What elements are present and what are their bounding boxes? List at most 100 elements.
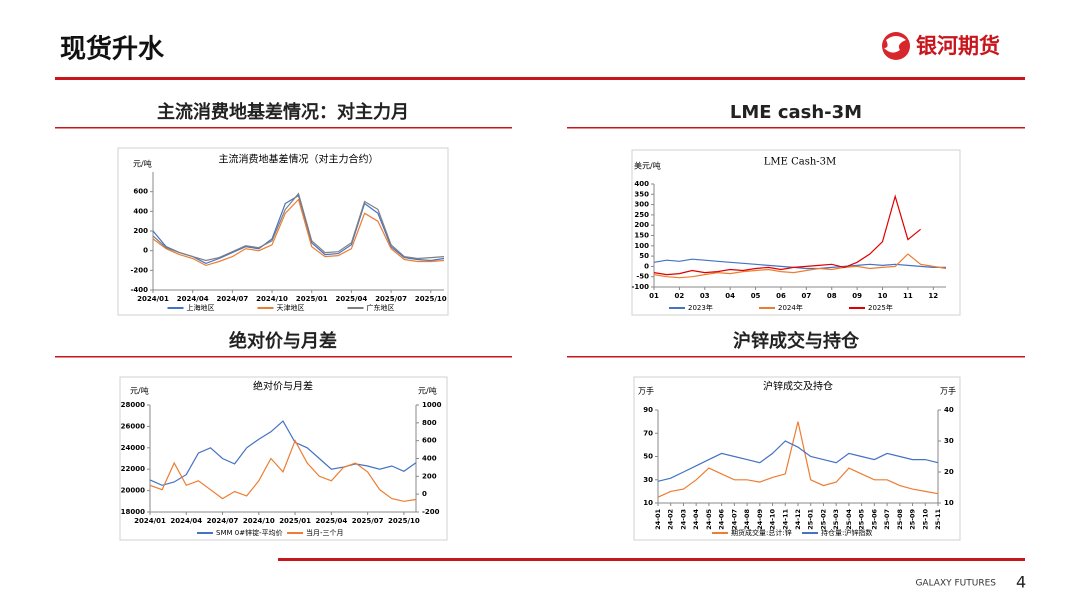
y2-tick-label: 1000 <box>422 401 442 409</box>
y-tick-label: 30 <box>643 476 653 484</box>
x-tick-label: 2024/10 <box>243 517 275 525</box>
y-tick-label: 0 <box>644 262 649 270</box>
section-heading: 主流消费地基差情况：对主力月 <box>157 101 409 123</box>
y-axis-label: 元/吨 <box>133 159 152 169</box>
x-tick-label: 2025/04 <box>336 295 368 303</box>
y-tick-label: 200 <box>133 227 148 235</box>
x-tick-label: 07 <box>801 292 811 300</box>
y2-tick-label: 30 <box>944 437 954 445</box>
legend-label: 上海地区 <box>187 303 215 312</box>
chart-frame <box>117 147 449 316</box>
legend-label: 2024年 <box>778 303 803 312</box>
logo-icon <box>882 32 910 60</box>
x-tick-label: 25-09 <box>909 509 917 530</box>
y-tick-label: 26000 <box>121 422 145 430</box>
x-tick-label: 2024/04 <box>170 517 202 525</box>
x-tick-label: 2024/04 <box>177 295 209 303</box>
y2-tick-label: 200 <box>422 472 437 480</box>
x-tick-label: 2024/07 <box>207 517 239 525</box>
y-tick-label: 300 <box>634 201 649 209</box>
chart-title: 绝对价与月差 <box>253 380 313 393</box>
section-heading: 沪锌成交与持仓 <box>733 330 860 352</box>
y2-tick-label: 20 <box>944 468 954 476</box>
x-tick-label: 2024/07 <box>216 295 248 303</box>
y-tick-label: 100 <box>634 242 649 250</box>
legend-label: 2025年 <box>868 303 893 312</box>
y-tick-label: 70 <box>643 429 653 437</box>
x-tick-label: 2025/01 <box>296 295 328 303</box>
y2-tick-label: 400 <box>422 455 437 463</box>
x-tick-label: 06 <box>776 292 786 300</box>
y-tick-label: 400 <box>634 180 649 188</box>
legend-label: 广东地区 <box>367 303 395 312</box>
x-tick-label: 24-09 <box>756 509 764 530</box>
x-tick-label: 25-11 <box>934 509 942 530</box>
legend-label: 当月-三个月 <box>306 528 344 537</box>
section-rule <box>55 127 512 129</box>
y-tick-label: 20000 <box>121 487 145 495</box>
section-rule <box>567 127 1025 129</box>
y-tick-label: 150 <box>634 232 649 240</box>
y-tick-label: 18000 <box>121 508 145 516</box>
x-tick-label: 2025/04 <box>315 517 347 525</box>
x-tick-label: 24-05 <box>705 509 713 530</box>
series-line <box>657 440 939 482</box>
x-tick-label: 2024/01 <box>134 517 166 525</box>
x-tick-label: 24-01 <box>654 509 662 530</box>
y-tick-label: -400 <box>130 286 148 294</box>
y2-tick-label: 600 <box>422 437 437 445</box>
x-tick-label: 2025/10 <box>388 517 420 525</box>
footer-brand: GALAXY FUTURES <box>915 579 996 589</box>
series-line <box>149 420 417 486</box>
series-line <box>149 439 417 502</box>
y2-tick-label: 0 <box>422 490 427 498</box>
y-tick-label: 10 <box>643 499 653 507</box>
x-tick-label: 24-10 <box>769 509 777 530</box>
y-tick-label: 250 <box>634 211 649 219</box>
x-tick-label: 24-08 <box>743 509 751 530</box>
chart-title: LME Cash-3M <box>764 157 837 168</box>
x-tick-label: 12 <box>928 292 938 300</box>
y-tick-label: -200 <box>130 266 148 274</box>
x-tick-label: 24-07 <box>730 509 738 530</box>
x-tick-label: 04 <box>725 292 735 300</box>
y2-tick-label: 40 <box>944 406 954 414</box>
x-tick-label: 03 <box>700 292 710 300</box>
y-tick-label: 50 <box>643 453 653 461</box>
series-line <box>653 253 947 279</box>
x-tick-label: 2025/07 <box>352 517 384 525</box>
logo-text: 银河期货 <box>916 34 1000 58</box>
section-rule <box>55 356 512 358</box>
x-tick-label: 24-02 <box>667 509 675 530</box>
x-tick-label: 25-01 <box>807 509 815 530</box>
legend-label: 持仓量:沪锌指数 <box>821 528 872 537</box>
y2-axis-label: 万手 <box>940 386 956 396</box>
section-rule <box>567 356 1025 358</box>
x-tick-label: 24-12 <box>794 509 802 530</box>
y-tick-label: -50 <box>636 273 649 281</box>
y-axis-label: 元/吨 <box>130 386 149 396</box>
x-tick-label: 25-10 <box>921 509 929 530</box>
page-number: 4 <box>1016 573 1026 592</box>
series-line <box>152 192 445 262</box>
x-tick-label: 09 <box>852 292 862 300</box>
x-tick-label: 24-04 <box>692 509 700 530</box>
legend-label: 期货成交量:总计:锌 <box>731 528 792 537</box>
x-tick-label: 10 <box>878 292 888 300</box>
x-tick-label: 24-06 <box>718 509 726 530</box>
legend-label: SMM 0#锌锭-平均价 <box>216 528 283 537</box>
footer-rule <box>278 558 1025 561</box>
series-line <box>152 198 445 267</box>
y-tick-label: 24000 <box>121 444 145 452</box>
x-tick-label: 2024/01 <box>137 295 169 303</box>
y-tick-label: 350 <box>634 190 649 198</box>
x-tick-label: 2024/10 <box>256 295 288 303</box>
header-rule <box>55 77 1025 80</box>
x-tick-label: 2025/07 <box>375 295 407 303</box>
x-tick-label: 2025/01 <box>279 517 311 525</box>
y-axis-label: 万手 <box>638 386 654 396</box>
series-line <box>657 421 939 498</box>
series-line <box>653 194 921 276</box>
y2-tick-label: 800 <box>422 419 437 427</box>
legend-label: 2023年 <box>688 303 713 312</box>
